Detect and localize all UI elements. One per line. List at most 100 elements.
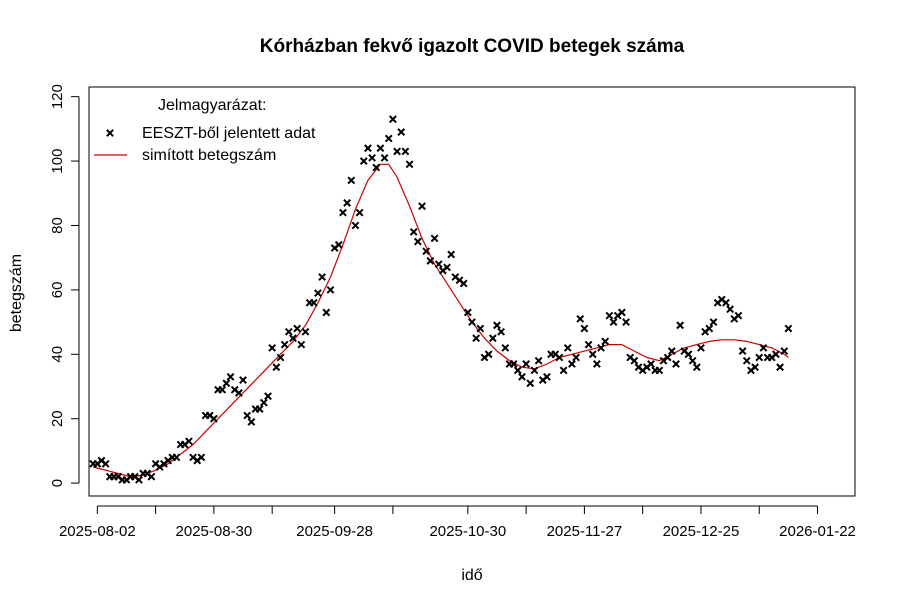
data-point <box>135 475 143 484</box>
data-point <box>722 298 730 307</box>
y-tick-label: 0 <box>49 479 66 487</box>
data-point <box>289 334 297 343</box>
data-point <box>484 350 493 359</box>
data-point <box>234 389 243 397</box>
data-point <box>472 334 481 343</box>
y-tick-label: 20 <box>49 410 66 427</box>
data-point <box>255 405 264 413</box>
data-point <box>185 437 193 446</box>
data-point <box>776 363 784 372</box>
data-point <box>622 318 630 327</box>
y-tick-label: 80 <box>49 217 66 234</box>
data-point <box>501 343 510 352</box>
data-point <box>592 360 601 368</box>
data-point <box>672 360 680 368</box>
data-point <box>588 350 597 359</box>
data-point <box>497 327 506 336</box>
data-point <box>101 459 110 468</box>
data-point <box>243 411 252 420</box>
data-point <box>314 289 322 298</box>
data-point <box>647 360 655 368</box>
data-point <box>780 347 789 355</box>
y-tick-label: 40 <box>49 346 66 363</box>
x-tick-label: 2025-11-27 <box>547 523 623 540</box>
data-point <box>509 360 518 368</box>
x-tick-label: 2025-08-30 <box>176 523 253 540</box>
y-axis: 0 20 40 60 80 100 120 <box>49 84 80 487</box>
data-point <box>476 324 485 333</box>
data-point <box>322 308 331 317</box>
data-point <box>534 356 543 365</box>
data-point <box>559 366 568 375</box>
data-point <box>601 337 610 346</box>
y-tick-label: 60 <box>49 282 66 299</box>
data-point <box>692 363 701 372</box>
smoothed-line <box>93 163 789 478</box>
data-point <box>430 234 439 243</box>
data-point <box>493 321 501 330</box>
x-tick-label: 2025-09-28 <box>296 523 373 540</box>
data-point <box>518 372 526 381</box>
legend-label: simított betegszám <box>142 147 276 164</box>
data-point <box>709 318 718 327</box>
data-point <box>530 366 539 375</box>
data-point <box>667 347 676 355</box>
data-point <box>513 366 522 375</box>
data-point <box>771 350 780 359</box>
data-point <box>343 199 352 207</box>
data-point <box>393 147 401 156</box>
data-point <box>463 308 472 317</box>
data-point <box>259 398 268 407</box>
data-point <box>488 334 497 343</box>
chart-title: Kórházban fekvő igazolt COVID betegek sz… <box>260 36 685 57</box>
data-point <box>280 340 289 349</box>
data-point <box>401 147 410 156</box>
data-point <box>443 263 451 272</box>
data-point <box>239 376 247 384</box>
data-point <box>384 134 393 143</box>
data-point <box>309 298 318 307</box>
data-point <box>364 144 372 153</box>
data-point <box>568 360 576 368</box>
data-point <box>397 128 406 136</box>
data-point <box>572 353 580 362</box>
data-point <box>422 247 431 256</box>
plot-layer <box>89 115 793 484</box>
data-point <box>597 343 605 352</box>
data-point <box>617 308 626 317</box>
y-tick-label: 120 <box>49 84 66 109</box>
data-point <box>272 363 281 372</box>
data-point <box>372 163 381 172</box>
data-point <box>388 115 397 124</box>
data-point <box>742 356 751 365</box>
x-axis: 2025-08-02 2025-08-30 2025-09-28 2025-10-30… <box>59 505 856 540</box>
data-point <box>543 372 551 381</box>
data-point <box>268 343 277 352</box>
data-point <box>326 285 335 294</box>
data-point <box>426 256 435 265</box>
data-point <box>684 350 693 359</box>
y-tick-label: 100 <box>49 149 66 174</box>
data-point <box>380 153 389 162</box>
x-tick-label: 2025-08-02 <box>59 523 136 540</box>
data-point <box>405 160 414 169</box>
data-point <box>351 221 360 230</box>
data-point <box>264 392 272 401</box>
data-point <box>218 385 227 394</box>
data-point <box>293 324 302 333</box>
data-point <box>339 208 347 217</box>
data-point <box>276 353 285 362</box>
data-point <box>555 353 564 362</box>
x-axis-label: idő <box>461 567 482 584</box>
data-point <box>297 340 306 349</box>
data-point <box>172 453 181 462</box>
data-point <box>226 372 235 381</box>
data-point <box>468 318 476 327</box>
data-point <box>676 321 685 330</box>
data-point <box>413 237 422 246</box>
data-point <box>755 353 764 362</box>
data-points <box>89 115 793 484</box>
x-tick-label: 2025-10-30 <box>429 523 506 540</box>
x-tick-label: 2025-12-25 <box>663 523 740 540</box>
